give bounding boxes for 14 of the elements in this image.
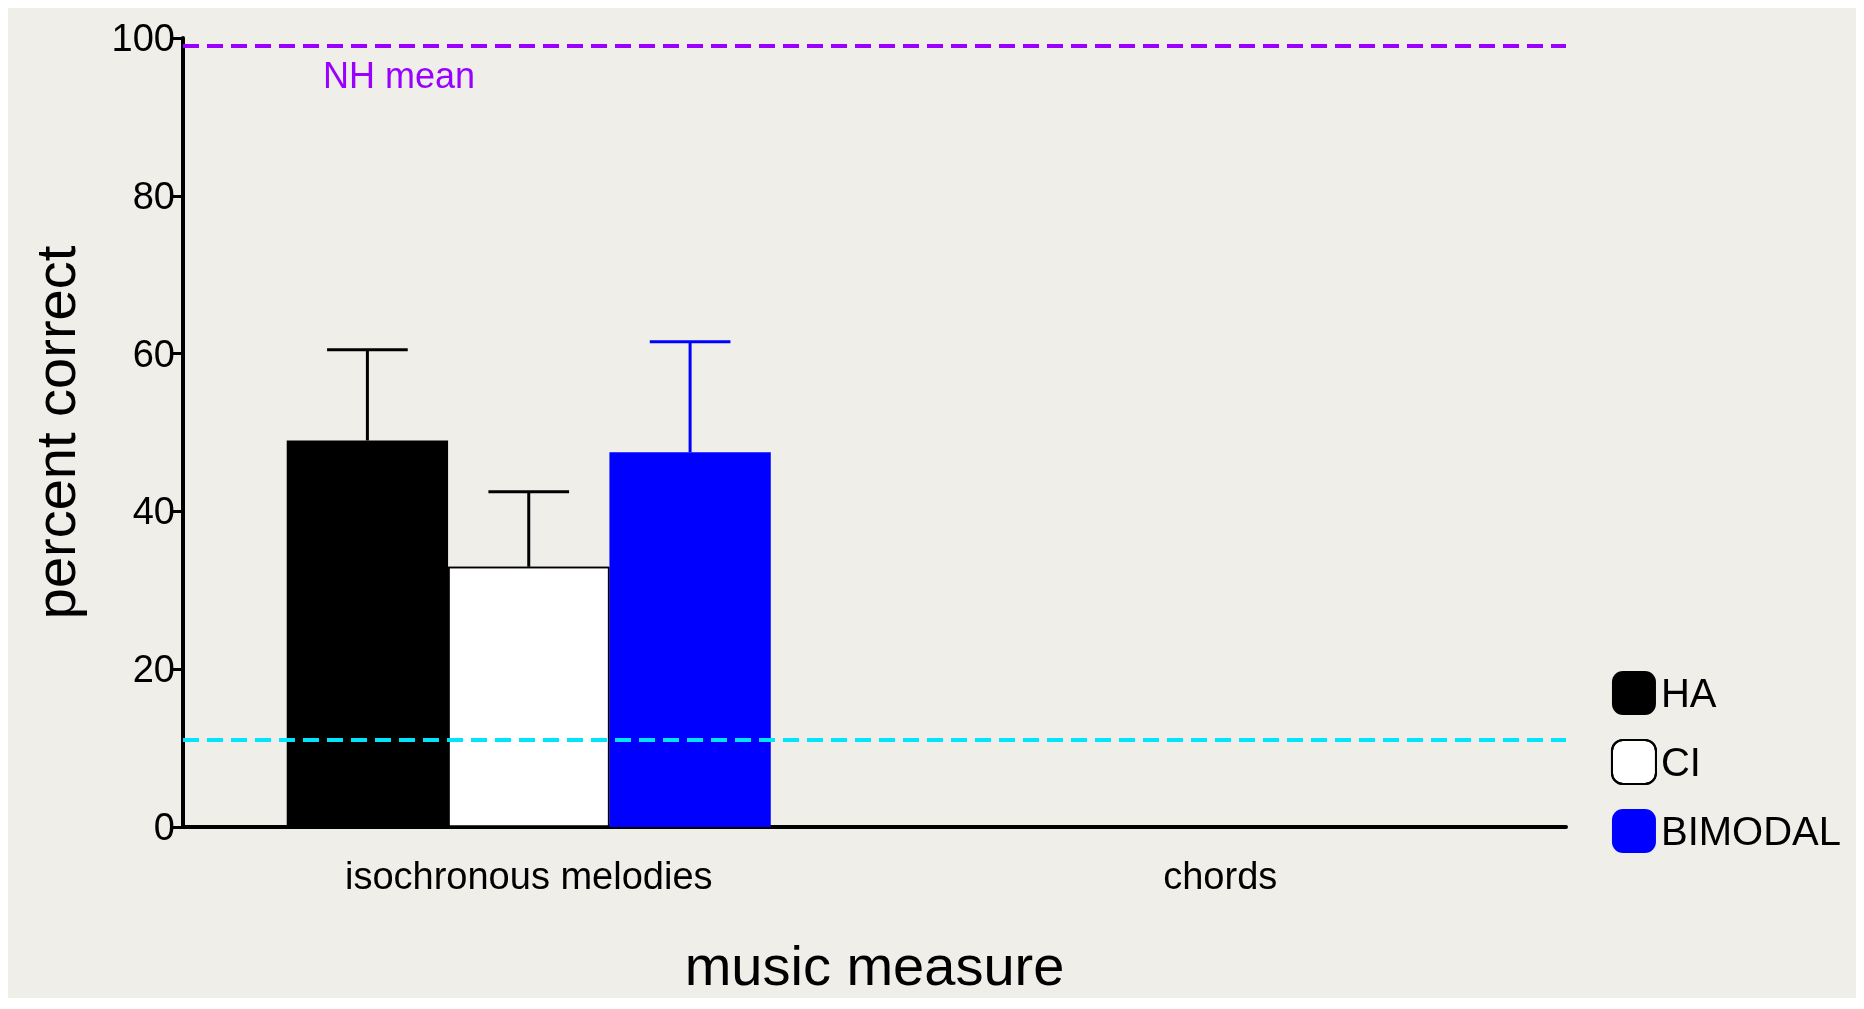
- legend-label: HA: [1660, 671, 1717, 715]
- y-axis-title: percent correct: [23, 245, 87, 620]
- ref-line-label: NH mean: [323, 55, 476, 97]
- x-tick-label: isochronous melodies: [344, 855, 713, 897]
- legend-label: CI: [1660, 740, 1701, 784]
- x-axis-title: music measure: [684, 933, 1065, 997]
- y-tick-label: 100: [111, 17, 175, 59]
- y-tick-label: 0: [153, 806, 175, 848]
- y-tick-label: 20: [132, 648, 175, 691]
- y-tick-label: 80: [132, 174, 175, 217]
- x-tick-label: chords: [1163, 855, 1278, 897]
- y-tick-label: 40: [132, 490, 175, 533]
- y-tick-label: 60: [132, 332, 175, 375]
- legend-label: BIMODAL: [1660, 809, 1842, 853]
